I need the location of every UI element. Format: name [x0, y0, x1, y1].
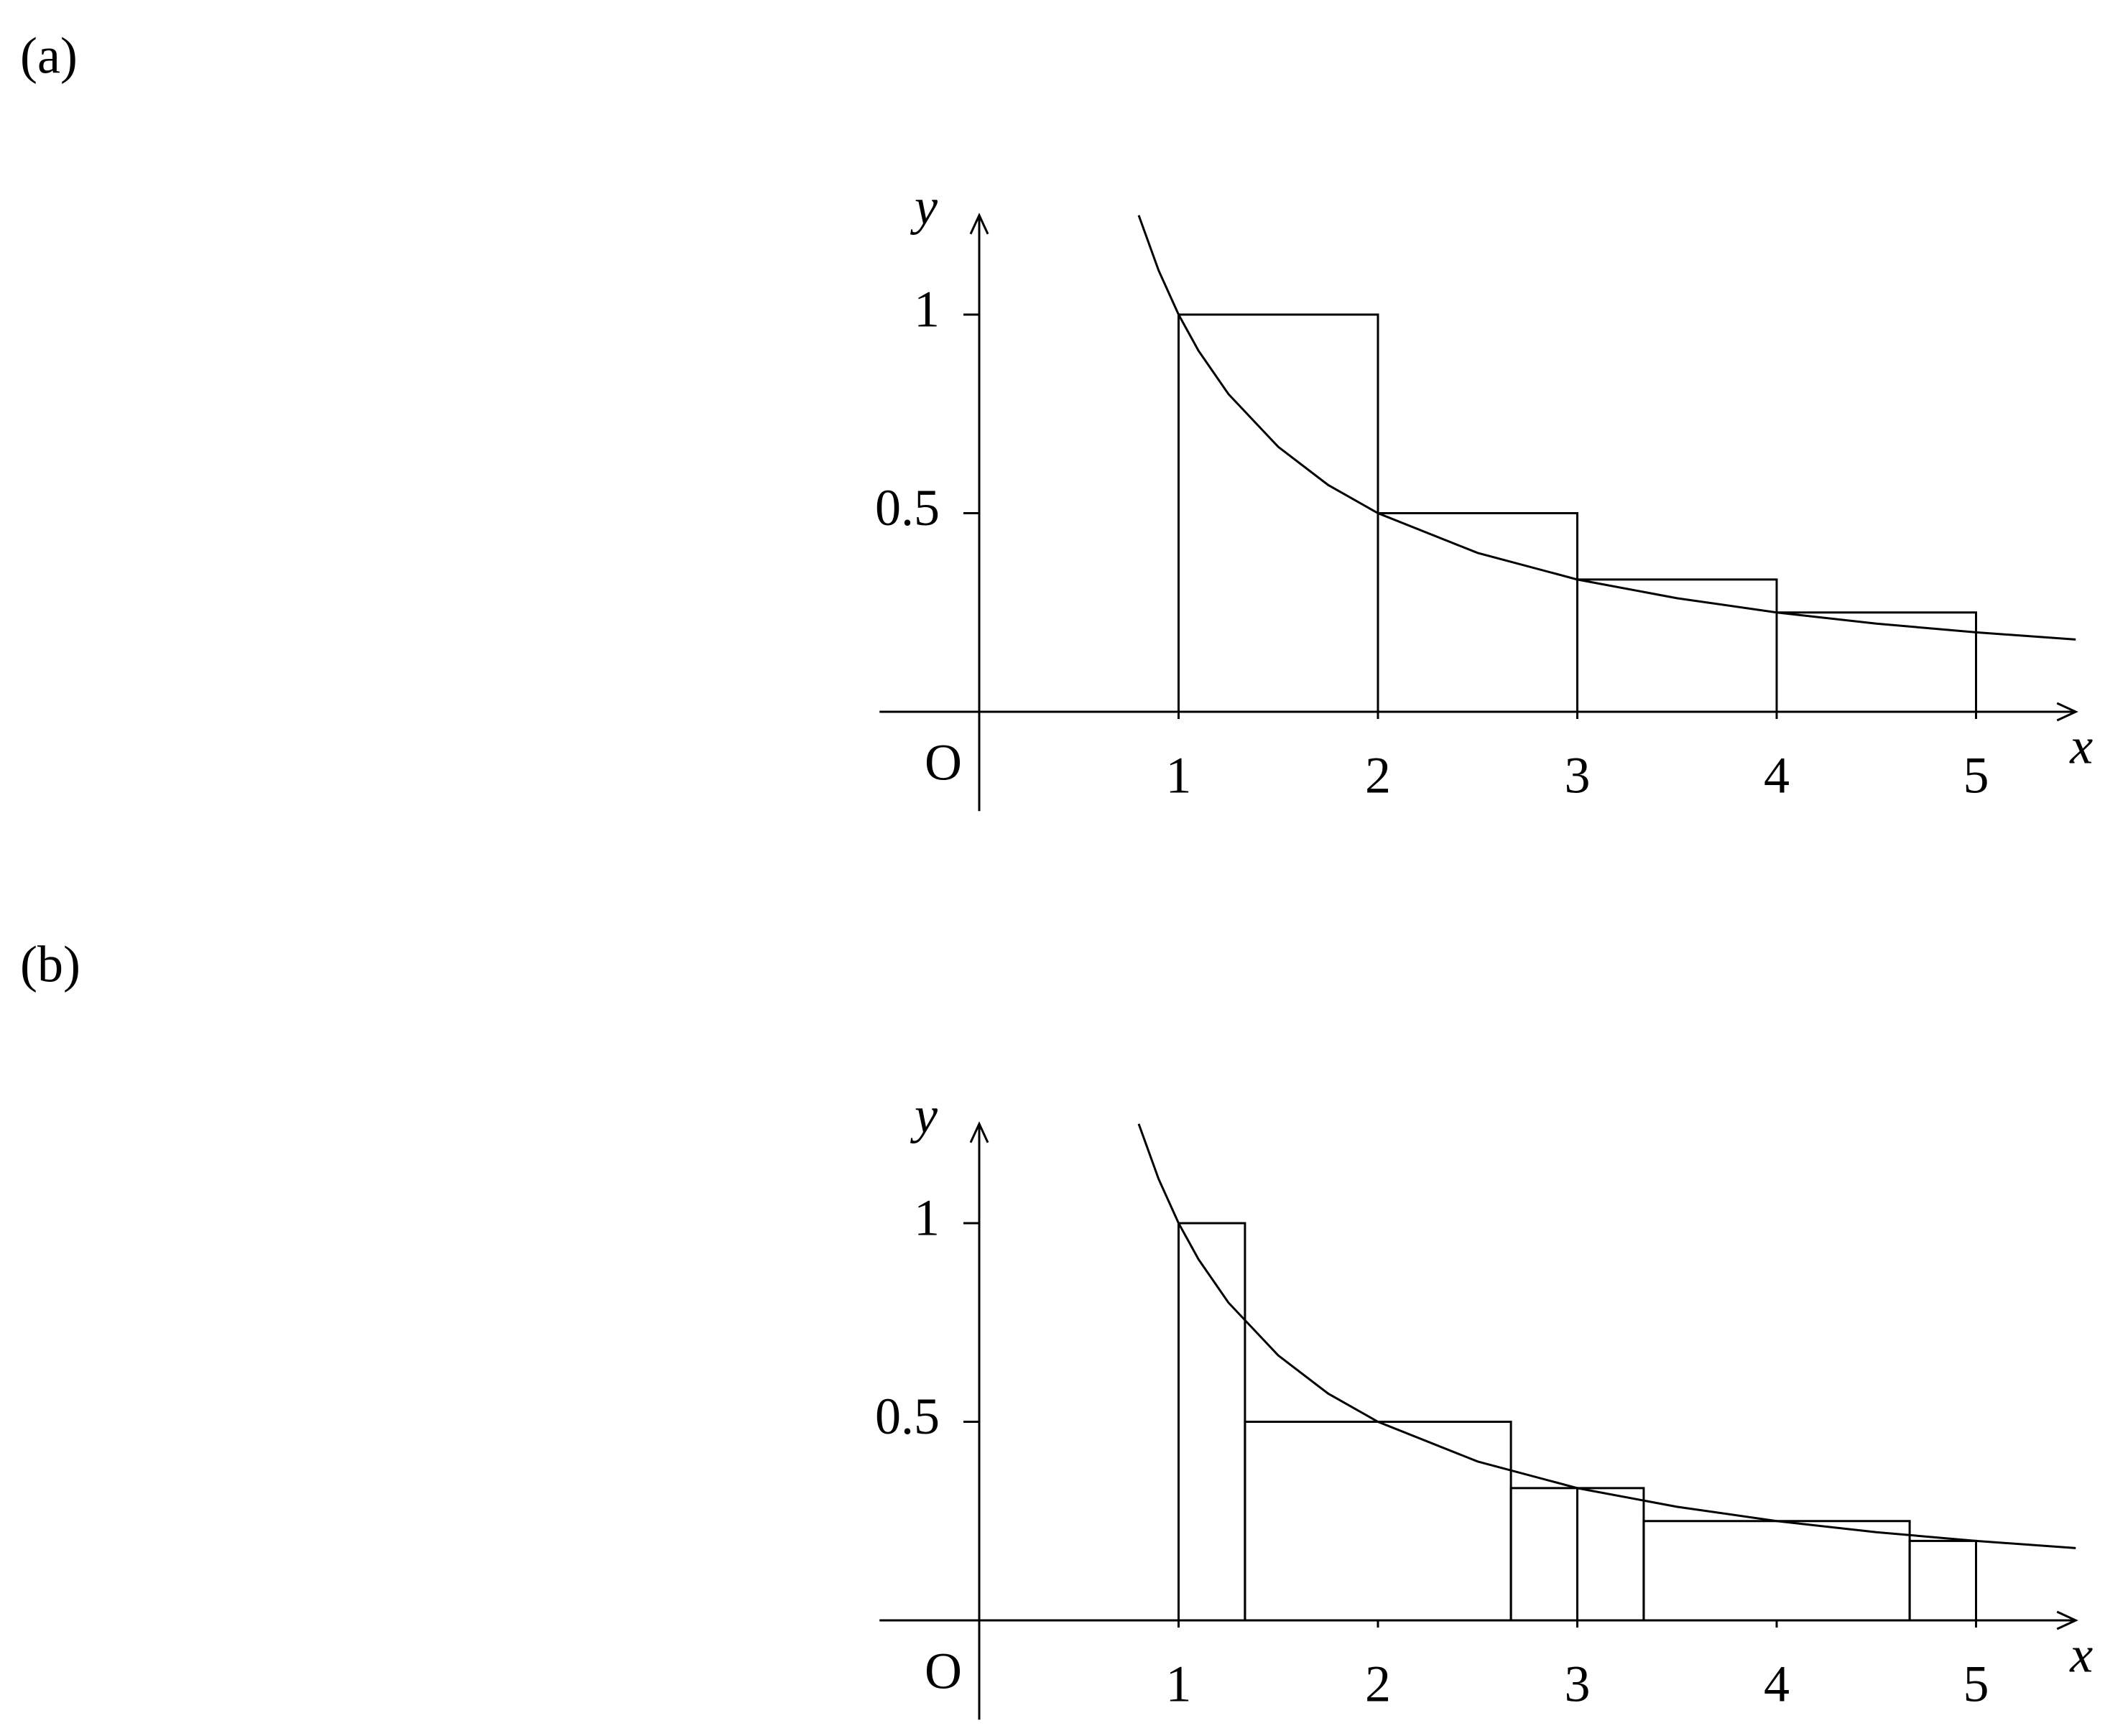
- x-tick-label: 1: [1166, 747, 1192, 804]
- x-tick-label: 2: [1365, 1656, 1391, 1713]
- y-tick-label: 1: [914, 1189, 940, 1247]
- x-tick-label: 3: [1565, 747, 1591, 804]
- x-tick-label: 5: [1963, 747, 1989, 804]
- x-tick-label: 4: [1764, 747, 1790, 804]
- x-tick-label: 4: [1764, 1656, 1790, 1713]
- y-arrow: [969, 213, 989, 235]
- bar: [1178, 313, 1379, 713]
- x-axis-label: x: [2069, 718, 2093, 775]
- x-tick-label: 5: [1963, 1656, 1989, 1713]
- bar: [1576, 1487, 1645, 1622]
- x-axis-label: x: [2069, 1626, 2093, 1684]
- bar: [1576, 578, 1778, 713]
- bar: [1775, 611, 1977, 713]
- bar: [1642, 1520, 1911, 1622]
- origin-label: O: [925, 734, 962, 792]
- bar: [1509, 1487, 1579, 1622]
- x-arrow: [2056, 1610, 2078, 1630]
- y-tick-label: 0.5: [875, 1388, 940, 1445]
- x-tick-label: 1: [1166, 1656, 1192, 1713]
- origin-label: O: [925, 1643, 962, 1700]
- y-tick-label: 0.5: [875, 479, 940, 537]
- y-arrow: [969, 1121, 989, 1143]
- y-axis-label: y: [910, 177, 938, 235]
- y-axis-label: y: [910, 1086, 938, 1143]
- x-tick-label: 3: [1565, 1656, 1591, 1713]
- x-tick-label: 2: [1365, 747, 1391, 804]
- bar: [1244, 1421, 1512, 1622]
- curve: [1137, 215, 2076, 641]
- x-arrow: [2056, 702, 2078, 722]
- curve: [1137, 1123, 2076, 1549]
- bar: [1377, 512, 1578, 713]
- bar: [1178, 1222, 1246, 1622]
- panel-label: (b): [20, 936, 80, 993]
- y-tick-label: 1: [914, 281, 940, 338]
- bar: [1908, 1539, 1978, 1622]
- panel-label: (a): [20, 27, 78, 85]
